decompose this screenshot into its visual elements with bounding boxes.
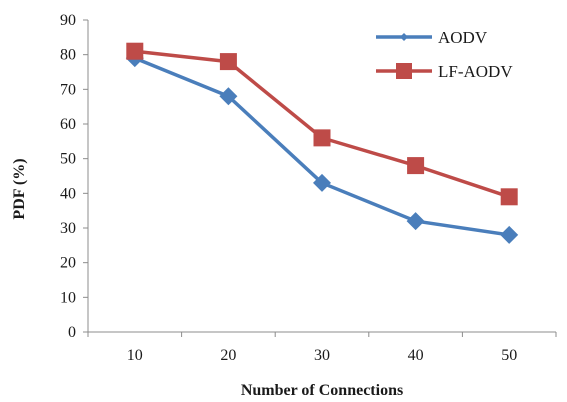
series-aodv-point	[313, 173, 331, 192]
x-tick-label: 20	[220, 347, 236, 364]
series-layer	[125, 42, 519, 244]
x-axis-title: Number of Connections	[241, 382, 403, 399]
x-axis-ticks: 10 20 30 40 50	[87, 332, 557, 364]
y-tick-label: 80	[60, 47, 76, 64]
x-tick-label: 30	[314, 347, 330, 364]
legend: AODV LF-AODV	[376, 28, 513, 81]
y-tick-label: 90	[60, 12, 76, 29]
x-tick-label: 50	[501, 347, 517, 364]
y-tick-label: 40	[60, 185, 76, 202]
x-tick-label: 40	[408, 347, 424, 364]
legend-item-aodv: AODV	[376, 28, 488, 47]
plot-area: 0 10 20 30 40 50 60 70 80 90 10 20 30 40 50	[60, 12, 557, 364]
x-tick-label: 10	[127, 347, 143, 364]
y-tick-label: 30	[60, 220, 76, 237]
y-axis-ticks: 0 10 20 30 40 50 60 70 80 90	[60, 12, 88, 341]
legend-item-lf-aodv: LF-AODV	[376, 62, 513, 81]
series-aodv-point	[406, 212, 425, 231]
series-aodv-point	[219, 87, 238, 106]
legend-swatch-marker	[396, 63, 412, 79]
y-axis-title: PDF (%)	[11, 158, 28, 219]
y-tick-label: 0	[68, 324, 76, 341]
legend-swatch-marker	[400, 33, 408, 41]
y-tick-label: 10	[60, 289, 76, 306]
y-tick-label: 50	[60, 151, 76, 168]
series-lf-aodv-point	[407, 157, 425, 175]
series-lf-aodv-point	[500, 188, 518, 206]
series-lf-aodv-point	[313, 129, 331, 147]
series-lf-aodv	[126, 42, 518, 206]
legend-label: LF-AODV	[438, 62, 513, 81]
legend-label: AODV	[438, 28, 488, 47]
series-lf-aodv-point	[126, 42, 144, 60]
series-lf-aodv-point	[219, 53, 237, 71]
series-aodv-point	[500, 225, 519, 244]
y-tick-label: 70	[60, 81, 76, 98]
y-tick-label: 60	[60, 116, 76, 133]
series-aodv	[125, 49, 519, 244]
series-line-aodv	[134, 56, 510, 237]
y-tick-label: 20	[60, 255, 76, 272]
